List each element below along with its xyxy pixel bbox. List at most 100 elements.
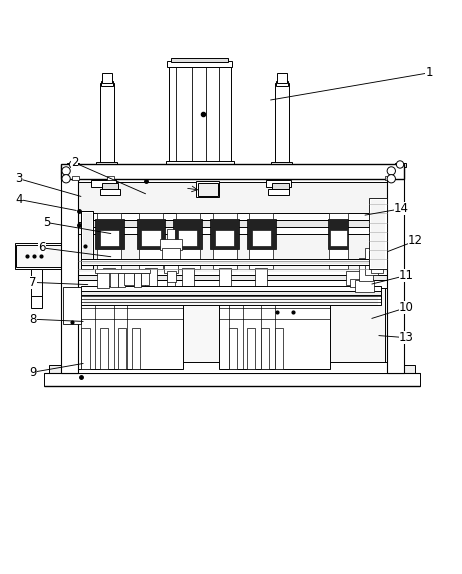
Circle shape — [62, 174, 70, 183]
Bar — [137, 219, 165, 249]
Bar — [385, 165, 404, 179]
Bar — [101, 81, 113, 86]
Bar — [102, 73, 112, 83]
Bar — [91, 180, 116, 187]
Bar — [63, 287, 81, 324]
Bar — [61, 255, 404, 373]
Bar — [365, 248, 378, 276]
Bar — [100, 230, 119, 246]
Text: 14: 14 — [394, 202, 409, 215]
Bar — [100, 83, 114, 164]
Bar — [355, 280, 374, 292]
Bar — [171, 57, 228, 62]
Bar — [196, 181, 219, 197]
Bar — [176, 249, 200, 269]
Bar — [328, 249, 347, 269]
Bar — [95, 269, 151, 273]
Bar — [252, 230, 271, 246]
Circle shape — [387, 167, 395, 175]
Bar — [276, 81, 288, 86]
Text: 7: 7 — [29, 276, 36, 289]
Bar — [132, 328, 140, 369]
Bar — [176, 214, 200, 219]
Bar — [72, 274, 392, 280]
Bar — [249, 249, 274, 269]
Bar — [134, 273, 141, 287]
Bar — [198, 183, 218, 196]
Text: 1: 1 — [426, 67, 433, 79]
Bar — [72, 176, 79, 180]
Bar — [277, 73, 287, 83]
Bar — [271, 162, 292, 166]
Text: 8: 8 — [29, 313, 36, 325]
Bar — [395, 162, 406, 167]
Bar — [100, 328, 108, 369]
Bar — [30, 269, 42, 298]
Bar — [162, 248, 180, 262]
Bar — [178, 230, 197, 246]
Bar — [249, 214, 274, 219]
Bar — [182, 267, 194, 287]
Bar — [328, 214, 347, 219]
Bar — [183, 286, 192, 298]
Bar — [102, 183, 118, 190]
Bar — [61, 261, 404, 270]
Bar — [81, 259, 383, 265]
Text: 10: 10 — [399, 301, 413, 314]
Bar — [371, 250, 383, 273]
Bar — [385, 176, 392, 180]
Text: 6: 6 — [38, 241, 46, 254]
Bar — [141, 273, 150, 285]
Bar — [141, 230, 160, 246]
Bar — [72, 222, 392, 226]
Bar — [173, 219, 202, 249]
Bar — [72, 176, 392, 183]
Bar — [166, 271, 176, 282]
Circle shape — [62, 167, 70, 175]
Bar — [61, 362, 404, 373]
Bar — [84, 296, 378, 304]
Bar — [213, 249, 237, 269]
Bar — [159, 239, 182, 250]
Bar — [81, 214, 383, 220]
Bar — [266, 180, 291, 187]
Bar — [81, 290, 381, 297]
Text: 11: 11 — [399, 269, 413, 282]
Bar — [118, 273, 125, 287]
Bar — [147, 286, 155, 298]
Bar — [65, 259, 399, 370]
Bar — [105, 286, 114, 298]
Bar — [124, 273, 134, 285]
Bar — [273, 183, 289, 190]
Bar — [83, 213, 92, 267]
Bar — [139, 249, 163, 269]
Circle shape — [396, 161, 404, 168]
Bar — [164, 260, 178, 273]
Bar — [229, 328, 237, 369]
Text: 3: 3 — [15, 172, 23, 185]
Bar — [97, 214, 122, 219]
Bar — [61, 180, 79, 373]
Bar — [215, 230, 234, 246]
Bar — [247, 219, 276, 249]
Text: 5: 5 — [43, 216, 50, 229]
Bar — [83, 261, 382, 264]
Bar — [81, 220, 383, 227]
Bar — [257, 286, 266, 298]
Bar — [95, 219, 124, 249]
Bar — [44, 373, 420, 386]
Bar — [210, 219, 239, 249]
Bar — [97, 270, 109, 288]
Bar — [139, 214, 163, 219]
Bar — [261, 328, 269, 369]
Bar — [328, 219, 348, 249]
Bar — [247, 328, 255, 369]
Bar — [72, 164, 392, 274]
Bar — [165, 161, 234, 166]
Bar — [61, 167, 404, 179]
Bar — [72, 226, 392, 234]
Text: 9: 9 — [29, 366, 36, 379]
Bar — [74, 166, 390, 272]
Bar — [61, 165, 79, 179]
Bar — [387, 165, 404, 373]
